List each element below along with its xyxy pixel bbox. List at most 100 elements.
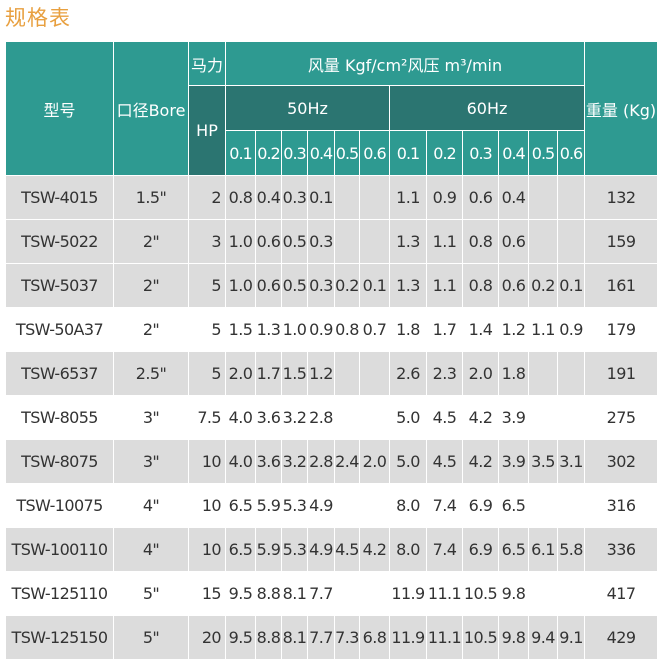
header-pressure-50: 0.5 xyxy=(334,130,360,176)
cell-flow-60hz: 8.0 xyxy=(389,527,427,572)
cell-flow-60hz: 7.4 xyxy=(426,483,463,528)
cell-flow-50hz: 0.3 xyxy=(307,263,335,308)
cell-flow-60hz: 4.2 xyxy=(462,395,499,440)
cell-flow-60hz: 0.6 xyxy=(498,219,529,264)
cell-hp: 3 xyxy=(188,219,226,264)
cell-flow-60hz: 0.4 xyxy=(498,175,529,220)
cell-flow-60hz: 11.1 xyxy=(426,571,463,616)
cell-flow-60hz: 1.1 xyxy=(528,307,558,352)
cell-hp: 5 xyxy=(188,351,226,396)
cell-weight: 429 xyxy=(584,615,659,660)
cell-flow-60hz: 1.2 xyxy=(498,307,529,352)
cell-flow-60hz: 5.0 xyxy=(389,395,427,440)
cell-flow-50hz: 2.8 xyxy=(307,395,335,440)
cell-bore: 3" xyxy=(113,395,189,440)
cell-hp: 10 xyxy=(188,483,226,528)
header-power: 马力 xyxy=(188,41,226,86)
cell-flow-60hz: 0.9 xyxy=(556,307,586,352)
cell-flow-60hz: 9.4 xyxy=(528,615,558,660)
cell-flow-50hz: 0.6 xyxy=(255,219,282,264)
cell-flow-50hz: 9.5 xyxy=(225,571,256,616)
cell-flow-60hz: 8.0 xyxy=(389,483,427,528)
cell-flow-60hz: 4.2 xyxy=(462,439,499,484)
cell-flow-60hz: 7.4 xyxy=(426,527,463,572)
cell-weight: 302 xyxy=(584,439,659,484)
header-bore: 口径Bore xyxy=(113,41,189,176)
cell-flow-50hz: 7.7 xyxy=(307,615,335,660)
cell-flow-60hz xyxy=(528,175,558,220)
cell-flow-60hz xyxy=(528,483,558,528)
cell-model: TSW-50A37 xyxy=(5,307,114,352)
table-row: TSW-6537 2.5" 5 2.0 1.7 1.5 1.2 2.6 2.3 2.0 1.8 191 xyxy=(5,351,659,396)
cell-weight: 275 xyxy=(584,395,659,440)
cell-flow-50hz: 1.3 xyxy=(255,307,282,352)
cell-flow-60hz xyxy=(556,351,586,396)
cell-flow-50hz: 0.8 xyxy=(334,307,360,352)
cell-flow-50hz: 8.8 xyxy=(255,571,282,616)
header-airflow: 风量 Kgf/cm²风压 m³/min xyxy=(224,41,586,86)
table-row: TSW-8055 3" 7.5 4.0 3.6 3.2 2.8 5.0 4.5 4.2 3.9 275 xyxy=(5,395,659,440)
cell-flow-60hz: 9.8 xyxy=(498,571,529,616)
cell-flow-50hz: 2.0 xyxy=(225,351,256,396)
cell-flow-50hz: 6.8 xyxy=(359,615,390,660)
cell-flow-60hz: 3.9 xyxy=(498,439,529,484)
cell-flow-50hz: 5.9 xyxy=(255,483,282,528)
header-50hz: 50Hz xyxy=(225,85,390,131)
cell-flow-50hz: 9.5 xyxy=(225,615,256,660)
cell-hp: 10 xyxy=(188,527,226,572)
cell-hp: 5 xyxy=(188,307,226,352)
cell-weight: 132 xyxy=(584,175,659,220)
table-row: TSW-4015 1.5" 2 0.8 0.4 0.3 0.1 1.1 0.9 0.6 0.4 132 xyxy=(5,175,659,220)
cell-flow-50hz xyxy=(334,483,360,528)
cell-flow-50hz: 1.5 xyxy=(281,351,308,396)
cell-model: TSW-5037 xyxy=(5,263,114,308)
cell-flow-50hz: 0.5 xyxy=(281,263,308,308)
cell-flow-60hz: 0.6 xyxy=(498,263,529,308)
cell-flow-50hz xyxy=(359,571,390,616)
header-model: 型号 xyxy=(5,41,114,176)
header-pressure-50: 0.2 xyxy=(255,130,282,176)
cell-model: TSW-125150 xyxy=(5,615,114,660)
cell-bore: 4" xyxy=(113,527,189,572)
cell-flow-50hz: 6.5 xyxy=(225,483,256,528)
cell-flow-60hz: 0.2 xyxy=(528,263,558,308)
cell-flow-50hz xyxy=(359,175,390,220)
cell-flow-60hz xyxy=(556,219,586,264)
cell-flow-50hz: 0.7 xyxy=(359,307,390,352)
cell-flow-50hz: 5.3 xyxy=(281,483,308,528)
cell-flow-50hz: 2.8 xyxy=(307,439,335,484)
cell-weight: 336 xyxy=(584,527,659,572)
cell-flow-60hz: 0.8 xyxy=(462,219,499,264)
cell-flow-50hz: 7.7 xyxy=(307,571,335,616)
cell-flow-60hz: 6.5 xyxy=(498,483,529,528)
cell-weight: 161 xyxy=(584,263,659,308)
cell-flow-60hz xyxy=(556,395,586,440)
cell-flow-50hz xyxy=(359,395,390,440)
page-title: 规格表 xyxy=(5,6,71,30)
cell-flow-50hz: 8.1 xyxy=(281,571,308,616)
cell-flow-60hz: 1.7 xyxy=(426,307,463,352)
header-pressure-60: 0.3 xyxy=(462,130,499,176)
cell-model: TSW-100110 xyxy=(5,527,114,572)
cell-flow-50hz: 1.2 xyxy=(307,351,335,396)
cell-flow-50hz: 6.5 xyxy=(225,527,256,572)
cell-weight: 179 xyxy=(584,307,659,352)
table-row: TSW-5037 2" 5 1.0 0.6 0.5 0.3 0.2 0.1 1.3 1.1 0.8 0.… xyxy=(5,263,659,308)
cell-weight: 316 xyxy=(584,483,659,528)
header-pressure-50: 0.3 xyxy=(281,130,308,176)
cell-flow-60hz: 6.9 xyxy=(462,483,499,528)
header-pressure-60: 0.4 xyxy=(498,130,529,176)
header-weight: 重量 (Kg) xyxy=(584,41,659,176)
cell-flow-50hz: 2.4 xyxy=(334,439,360,484)
cell-flow-60hz xyxy=(556,571,586,616)
cell-flow-50hz: 5.9 xyxy=(255,527,282,572)
cell-flow-50hz: 4.5 xyxy=(334,527,360,572)
cell-flow-50hz: 1.0 xyxy=(225,219,256,264)
cell-model: TSW-6537 xyxy=(5,351,114,396)
cell-flow-50hz: 5.3 xyxy=(281,527,308,572)
cell-flow-60hz: 10.5 xyxy=(462,615,499,660)
cell-flow-60hz: 11.9 xyxy=(389,615,427,660)
cell-flow-60hz: 1.4 xyxy=(462,307,499,352)
cell-model: TSW-4015 xyxy=(5,175,114,220)
cell-flow-50hz: 0.3 xyxy=(307,219,335,264)
